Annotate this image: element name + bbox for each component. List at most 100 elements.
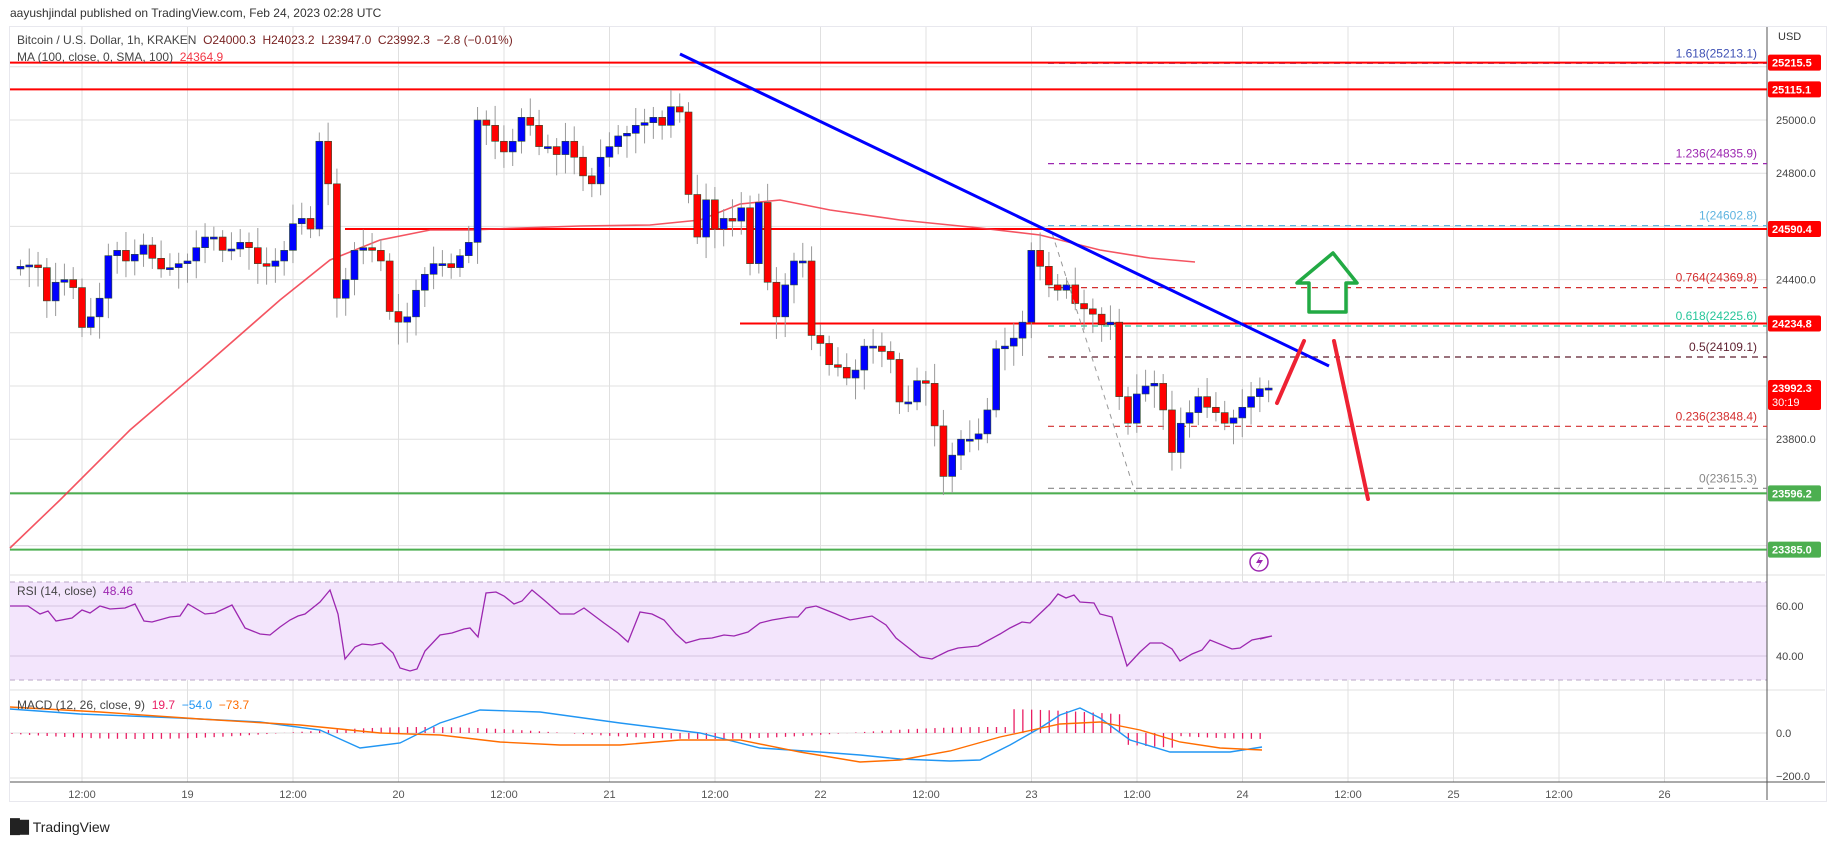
candle-down[interactable] [1045, 265, 1053, 286]
candle-down[interactable] [333, 183, 341, 299]
candle-down[interactable] [895, 359, 904, 403]
candle-up[interactable] [1194, 396, 1203, 413]
candle-up[interactable] [913, 380, 921, 403]
rsi-legend[interactable]: RSI (14, close) 48.46 [17, 584, 133, 598]
price-badge[interactable] [1768, 54, 1821, 71]
candle-up[interactable] [192, 247, 201, 262]
candle-down[interactable] [368, 247, 376, 251]
candle-up[interactable] [166, 267, 174, 270]
candle-up[interactable] [95, 297, 104, 318]
candle-up[interactable] [16, 265, 25, 270]
candle-down[interactable] [1124, 396, 1132, 424]
candle-up[interactable] [1247, 396, 1255, 408]
candle-up[interactable] [464, 242, 473, 256]
candle-up[interactable] [1229, 417, 1238, 424]
bearish-trendline[interactable] [679, 52, 1330, 368]
candle-down[interactable] [491, 125, 499, 142]
candle-up[interactable] [113, 250, 121, 256]
price-badge[interactable] [1768, 315, 1821, 332]
candle-down[interactable] [552, 146, 561, 155]
candle-down[interactable] [1080, 303, 1088, 310]
candle-down[interactable] [535, 125, 543, 147]
candle-up[interactable] [869, 345, 877, 349]
candle-up[interactable] [517, 117, 526, 142]
candle-up[interactable] [1264, 387, 1273, 391]
candle-up[interactable] [965, 438, 974, 442]
candle-up[interactable] [561, 140, 570, 155]
candle-up[interactable] [957, 438, 965, 456]
candle-up[interactable] [421, 273, 429, 291]
candle-down[interactable] [570, 140, 579, 158]
price-badge[interactable] [1768, 380, 1821, 411]
price-badge[interactable] [1768, 485, 1821, 502]
candle-down[interactable] [157, 258, 165, 270]
price-badge[interactable] [1768, 220, 1821, 237]
candle-down[interactable] [816, 335, 825, 344]
candle-down[interactable] [878, 345, 886, 352]
price-badge[interactable] [1768, 541, 1821, 558]
candle-up[interactable] [1106, 321, 1115, 326]
ma-legend[interactable]: MA (100, close, 0, SMA, 100) 24364.9 [17, 50, 223, 64]
candle-down[interactable] [658, 117, 666, 126]
candle-up[interactable] [1256, 388, 1264, 397]
candle-up[interactable] [667, 106, 675, 126]
candle-down[interactable] [377, 250, 385, 262]
candle-up[interactable] [737, 207, 746, 222]
candle-down[interactable] [746, 207, 754, 264]
candle-down[interactable] [69, 279, 78, 288]
candle-up[interactable] [174, 263, 183, 268]
candle-down[interactable] [693, 194, 702, 238]
candle-up[interactable] [755, 202, 763, 264]
candle-down[interactable] [122, 250, 130, 262]
candle-up[interactable] [1018, 321, 1027, 339]
candle-down[interactable] [588, 175, 596, 185]
candle-down[interactable] [500, 140, 508, 153]
candle-down[interactable] [842, 367, 851, 379]
candle-up[interactable] [992, 348, 1000, 411]
candle-down[interactable] [886, 351, 895, 360]
candle-down[interactable] [825, 343, 833, 366]
candle-down[interactable] [385, 260, 394, 312]
candle-down[interactable] [1089, 308, 1097, 315]
candle-up[interactable] [315, 140, 324, 230]
candle-up[interactable] [631, 125, 640, 134]
candle-up[interactable] [860, 345, 869, 371]
candle-down[interactable] [834, 364, 842, 368]
candle-up[interactable] [60, 279, 69, 283]
candle-down[interactable] [1053, 284, 1062, 291]
candle-down[interactable] [1159, 383, 1167, 411]
candle-up[interactable] [640, 122, 649, 126]
candle-up[interactable] [1001, 345, 1009, 350]
candle-up[interactable] [1062, 284, 1071, 291]
candle-up[interactable] [403, 316, 412, 323]
candle-down[interactable] [306, 218, 315, 230]
candle-down[interactable] [930, 383, 939, 427]
candle-up[interactable] [350, 250, 359, 280]
candle-down[interactable] [262, 263, 271, 267]
candle-down[interactable] [922, 380, 930, 384]
candle-up[interactable] [614, 135, 622, 147]
candle-down[interactable] [394, 311, 403, 323]
candle-down[interactable] [763, 202, 772, 283]
candle-down[interactable] [447, 263, 455, 268]
candle-up[interactable] [508, 140, 517, 153]
candle-up[interactable] [1176, 422, 1185, 453]
candle-up[interactable] [271, 260, 280, 267]
candle-up[interactable] [781, 284, 790, 318]
candle-up[interactable] [51, 281, 60, 302]
candle-up[interactable] [719, 218, 728, 230]
candle-up[interactable] [280, 250, 288, 262]
candle-up[interactable] [130, 254, 139, 262]
candle-down[interactable] [1212, 406, 1220, 413]
candle-up[interactable] [904, 401, 913, 405]
candle-up[interactable] [1009, 337, 1018, 347]
candle-down[interactable] [245, 242, 253, 248]
candle-up[interactable] [139, 244, 148, 255]
candle-up[interactable] [456, 255, 464, 268]
candle-down[interactable] [675, 106, 684, 113]
candle-down[interactable] [324, 140, 332, 185]
price-badge[interactable] [1768, 81, 1821, 98]
candle-up[interactable] [1027, 250, 1036, 323]
candle-up[interactable] [1133, 393, 1141, 424]
candle-up[interactable] [183, 260, 192, 264]
